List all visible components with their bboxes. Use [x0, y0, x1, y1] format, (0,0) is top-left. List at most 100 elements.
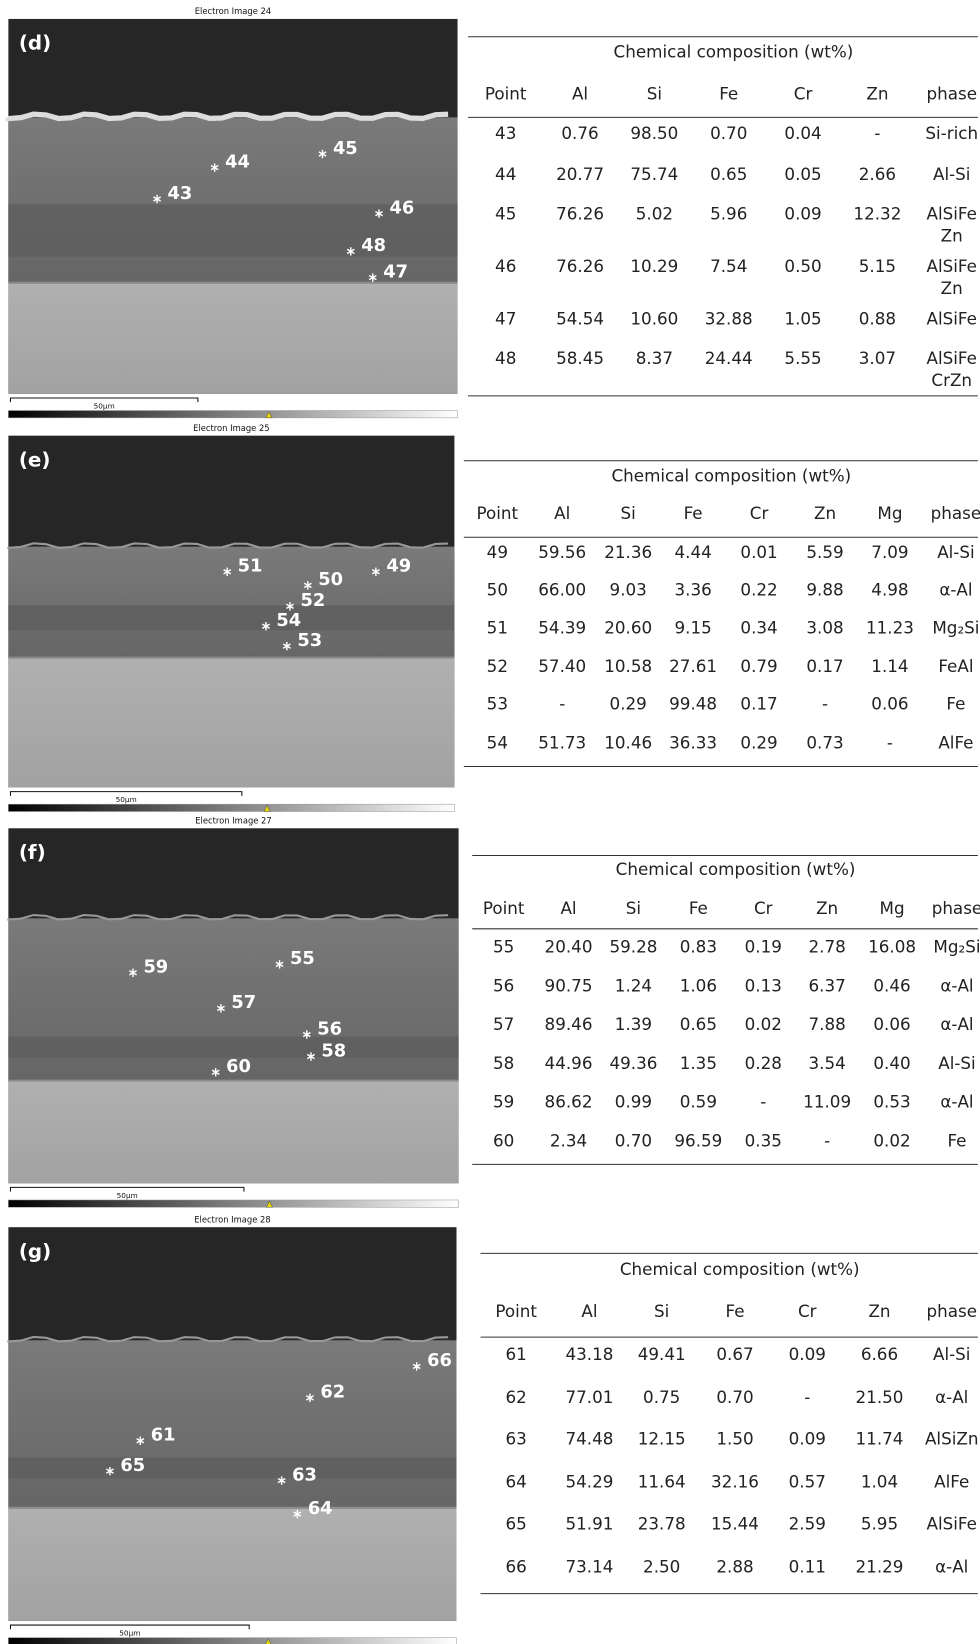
table-cell: 65	[506, 1514, 527, 1534]
column-header: phase	[926, 83, 977, 103]
table-cell: 52	[487, 656, 508, 676]
table-cell: 0.70	[716, 1387, 753, 1407]
table-cell: 44.96	[545, 1053, 593, 1073]
table-cell: 0.11	[789, 1556, 826, 1576]
table-cell: 5.95	[861, 1514, 898, 1534]
reaction-band	[8, 1458, 456, 1479]
table-cell: 77.01	[565, 1387, 613, 1407]
column-header: phase	[926, 1301, 977, 1321]
table-cell: 46	[495, 256, 516, 276]
table-cell: 11.23	[866, 617, 914, 637]
table-cell: 54.54	[556, 308, 604, 328]
table-cell: 90.75	[545, 975, 593, 995]
table-cell: 32.16	[711, 1472, 759, 1492]
table-caption: Chemical composition (wt%)	[611, 465, 851, 485]
table-cell: 12.15	[638, 1429, 686, 1449]
table-cell: 54	[487, 732, 508, 752]
table-cell: 21.29	[856, 1556, 904, 1576]
contrast-bar	[8, 411, 457, 418]
table-cell: 3.36	[674, 580, 711, 600]
table-cell: 0.29	[740, 732, 777, 752]
table-cell: 86.62	[545, 1092, 593, 1112]
table-cell: 0.04	[784, 123, 821, 143]
contrast-bar	[8, 1200, 458, 1207]
table-cell: Al-Si	[933, 164, 970, 184]
table-cell: 3.08	[806, 617, 843, 637]
table-cell: 64	[506, 1472, 527, 1492]
table-cell: 63	[506, 1429, 527, 1449]
table-cell: 0.40	[873, 1053, 910, 1073]
column-header: Cr	[750, 503, 769, 523]
table-cell: 54.39	[538, 617, 586, 637]
table-cell: α-Al	[939, 580, 972, 600]
table-cell: 0.17	[806, 656, 843, 676]
column-header: Zn	[868, 1301, 890, 1321]
point-label: 55	[290, 948, 315, 969]
table-cell: 0.01	[740, 542, 777, 562]
table-cell: 0.09	[789, 1344, 826, 1364]
table-cell: -	[760, 1092, 766, 1112]
table-cell: 54.29	[565, 1472, 613, 1492]
point-label: 46	[389, 197, 414, 218]
table-cell: 11.09	[803, 1092, 851, 1112]
table-caption: Chemical composition (wt%)	[614, 41, 854, 61]
table-cell: 51.73	[538, 732, 586, 752]
table-cell: 2.34	[550, 1130, 587, 1150]
table-cell: 58	[493, 1053, 514, 1073]
table-cell: 0.67	[716, 1344, 753, 1364]
table-cell: 0.57	[789, 1472, 826, 1492]
column-header: phase	[931, 503, 980, 523]
column-header: Si	[654, 1301, 669, 1321]
table-cell: 24.44	[705, 348, 753, 368]
column-header: Cr	[754, 898, 773, 918]
table-cell: α-Al	[940, 975, 973, 995]
table-cell: 6.37	[808, 975, 845, 995]
table-cell: 0.17	[740, 694, 777, 714]
table-cell: 0.99	[615, 1092, 652, 1112]
table-cell: Zn	[941, 278, 963, 298]
table-cell: 0.02	[873, 1130, 910, 1150]
table-cell: 9.03	[610, 580, 647, 600]
table-cell: 0.83	[680, 937, 717, 957]
table-cell: 0.22	[740, 580, 777, 600]
table-cell: 57.40	[538, 656, 586, 676]
contrast-bar	[8, 804, 454, 811]
table-cell: 0.28	[745, 1053, 782, 1073]
table-cell: 1.05	[784, 308, 821, 328]
table-cell: AlFe	[938, 732, 973, 752]
table-cell: AlSiZn	[925, 1429, 979, 1449]
table-cell: Al-Si	[933, 1344, 970, 1364]
column-header: Al	[560, 898, 576, 918]
column-header: Point	[495, 1301, 537, 1321]
table-cell: 62	[506, 1387, 527, 1407]
table-cell: 44	[495, 164, 516, 184]
coating-layer	[8, 1340, 456, 1508]
point-label: 47	[383, 261, 408, 282]
table-cell: 9.88	[806, 580, 843, 600]
table-cell: 1.14	[871, 656, 908, 676]
table-cell: -	[559, 694, 565, 714]
column-header: Fe	[684, 503, 703, 523]
table-cell: 0.59	[680, 1092, 717, 1112]
table-cell: 57	[493, 1014, 514, 1034]
reaction-band	[8, 1037, 458, 1058]
sem-panel: Electron Image 24(d)43444546484750µmChem…	[8, 6, 978, 418]
column-header: Si	[626, 898, 641, 918]
image-title: Electron Image 25	[193, 423, 269, 433]
column-header: Si	[647, 83, 662, 103]
table-cell: 0.06	[873, 1014, 910, 1034]
table-cell: 0.75	[643, 1387, 680, 1407]
table-cell: 1.06	[680, 975, 717, 995]
table-caption: Chemical composition (wt%)	[616, 859, 856, 879]
table-cell: 0.46	[873, 975, 910, 995]
table-cell: 2.59	[789, 1514, 826, 1534]
table-cell: 10.46	[604, 732, 652, 752]
substrate	[8, 1508, 456, 1621]
column-header: Point	[485, 83, 527, 103]
table-cell: 76.26	[556, 204, 604, 224]
figure: Electron Image 24(d)43444546484750µmChem…	[0, 0, 980, 1644]
table-cell: 2.66	[859, 164, 896, 184]
panel-label: (e)	[19, 448, 51, 471]
column-header: Al	[554, 503, 570, 523]
table-cell: 21.36	[604, 542, 652, 562]
